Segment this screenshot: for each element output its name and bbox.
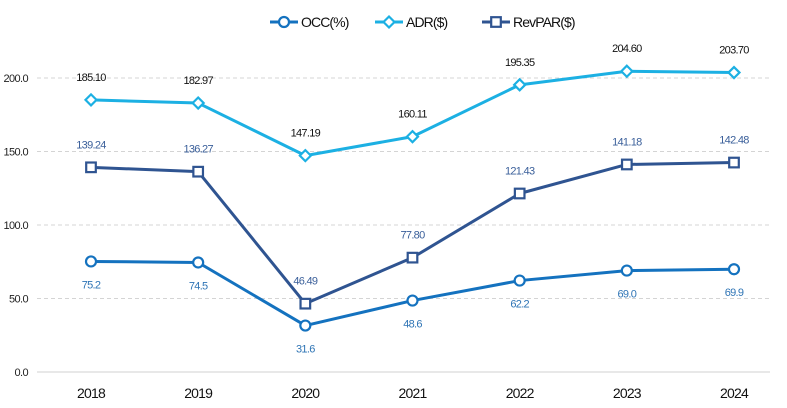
data-point-diamond xyxy=(83,92,99,107)
x-tick-label: 2018 xyxy=(77,385,106,401)
legend-item: ADR($) xyxy=(375,14,448,30)
data-point-square xyxy=(620,158,633,171)
data-label: 69.0 xyxy=(618,289,637,301)
data-label: 121.43 xyxy=(505,165,535,177)
data-point-diamond xyxy=(405,129,420,144)
x-tick-label: 2019 xyxy=(184,385,213,401)
data-label: 136.27 xyxy=(183,144,213,156)
data-point-square xyxy=(299,297,312,310)
data-label: 31.6 xyxy=(296,344,315,356)
y-axis: 0.0 50.0 100.0 150.0 200.0 xyxy=(3,73,29,379)
legend-item: RevPAR($) xyxy=(482,14,576,30)
data-point-square xyxy=(85,161,97,174)
data-label: 46.49 xyxy=(293,276,318,288)
legend-label: RevPAR($) xyxy=(513,14,575,30)
y-tick-label: 100.0 xyxy=(3,220,28,232)
data-label: 77.80 xyxy=(400,230,425,242)
data-label: 74.5 xyxy=(189,280,208,292)
data-point-circle xyxy=(727,263,741,276)
legend: OCC(%) ADR($) RevPAR($) xyxy=(270,14,576,30)
data-point-square xyxy=(406,251,419,264)
legend-marker-diamond-icon xyxy=(381,14,397,30)
data-point-circle xyxy=(513,274,526,287)
data-label: 185.10 xyxy=(76,72,106,84)
data-label: 147.19 xyxy=(291,128,321,140)
x-tick-label: 2022 xyxy=(506,385,535,401)
data-point-circle xyxy=(406,294,419,307)
data-label: 69.9 xyxy=(725,287,744,299)
data-point-diamond xyxy=(619,64,634,79)
data-label: 160.11 xyxy=(398,109,427,121)
data-label: 203.70 xyxy=(719,45,749,57)
legend-item: OCC(%) xyxy=(270,14,350,30)
data-point-circle xyxy=(620,264,633,277)
legend-marker-square-icon xyxy=(490,16,502,28)
data-labels: 75.2 74.5 31.6 48.6 62.2 69.0 69.9 185.10 182.97… xyxy=(76,43,750,356)
series-revpar xyxy=(85,156,740,310)
data-label: 195.35 xyxy=(505,57,535,69)
y-tick-label: 150.0 xyxy=(3,147,28,159)
gridlines xyxy=(37,77,770,373)
x-tick-label: 2023 xyxy=(613,385,642,401)
y-tick-label: 0.0 xyxy=(15,367,29,379)
series-occ xyxy=(84,255,741,332)
series-adr xyxy=(83,64,742,163)
data-label: 204.60 xyxy=(612,43,642,55)
data-label: 62.2 xyxy=(510,299,529,311)
x-tick-label: 2020 xyxy=(291,385,320,401)
data-point-diamond xyxy=(298,148,313,163)
y-tick-label: 50.0 xyxy=(9,294,28,306)
data-label: 48.6 xyxy=(403,319,422,331)
data-label: 141.18 xyxy=(612,136,642,148)
data-label: 142.48 xyxy=(719,135,749,147)
series-line xyxy=(90,259,735,328)
data-label: 182.97 xyxy=(183,75,213,87)
data-point-diamond xyxy=(726,65,742,80)
data-point-square xyxy=(513,187,526,200)
data-label: 75.2 xyxy=(82,279,101,291)
x-tick-label: 2021 xyxy=(399,385,428,401)
data-point-diamond xyxy=(512,77,527,92)
y-tick-label: 200.0 xyxy=(3,73,28,85)
series-group xyxy=(83,64,742,332)
legend-label: ADR($) xyxy=(406,14,448,30)
data-point-circle xyxy=(84,255,98,268)
data-label: 139.24 xyxy=(76,139,106,151)
x-tick-label: 2024 xyxy=(720,385,749,401)
data-point-diamond xyxy=(191,95,206,111)
data-point-circle xyxy=(299,319,312,332)
x-axis: 2018 2019 2020 2021 2022 2023 2024 xyxy=(77,385,750,401)
data-point-square xyxy=(728,156,740,169)
legend-label: OCC(%) xyxy=(301,14,349,30)
data-point-square xyxy=(192,165,205,178)
data-point-circle xyxy=(192,256,205,269)
legend-marker-circle-icon xyxy=(277,15,291,29)
